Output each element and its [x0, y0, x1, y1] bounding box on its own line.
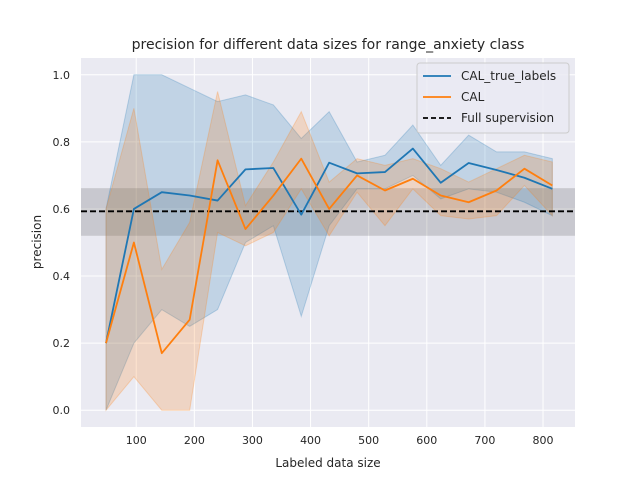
x-axis-label: Labeled data size [275, 456, 380, 470]
legend: CAL_true_labels CAL Full supervision [416, 62, 570, 134]
x-tick-label: 800 [533, 434, 554, 447]
y-tick-label: 0.4 [53, 270, 71, 283]
cal-true-labels-line [105, 147, 553, 344]
x-tick-label: 300 [242, 434, 263, 447]
y-tick-label: 1.0 [53, 69, 71, 82]
cal-true-labels-band [105, 74, 553, 411]
x-tick-label: 600 [416, 434, 437, 447]
x-tick-label: 700 [474, 434, 495, 447]
y-tick-label: 0.0 [53, 404, 71, 417]
chart-title: precision for different data sizes for r… [132, 37, 525, 53]
series-lines [105, 147, 553, 355]
x-tick-label: 200 [184, 434, 205, 447]
legend-label-cal-true-labels: CAL_true_labels [461, 69, 556, 83]
x-tick-label: 400 [300, 434, 321, 447]
y-tick-label: 0.2 [53, 337, 71, 350]
x-tick-label: 100 [126, 434, 147, 447]
y-tick-label: 0.8 [53, 136, 71, 149]
cal-line [105, 157, 553, 355]
cal-band [105, 91, 553, 412]
tick-labels: 100 200 300 400 500 600 700 800 0.0 0.2 0.4 0.6 0.8 1… [53, 69, 554, 447]
y-tick-label: 0.6 [53, 203, 71, 216]
legend-label-full-supervision: Full supervision [461, 111, 554, 125]
legend-label-cal: CAL [461, 90, 485, 104]
x-tick-label: 500 [358, 434, 379, 447]
confidence-bands [105, 74, 553, 412]
y-axis-label: precision [30, 215, 44, 269]
legend-box [416, 62, 570, 134]
